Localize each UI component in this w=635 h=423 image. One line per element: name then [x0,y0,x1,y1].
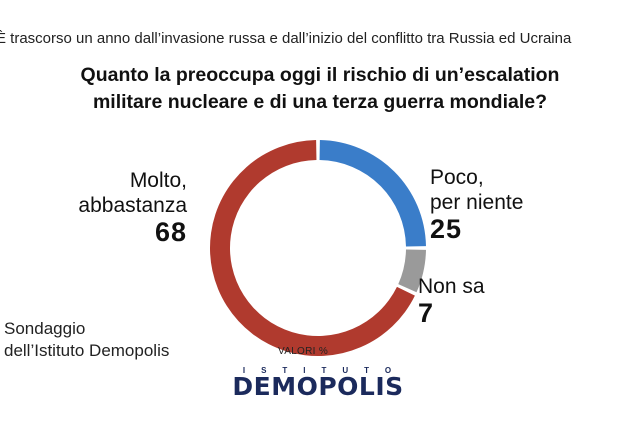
chart-title-line2: militare nucleare e di una terza guerra … [92,91,548,113]
value-non-sa: 7 [418,298,435,328]
value-molto-abbastanza: 68 [154,217,187,247]
label-molto-abbastanza: Molto, abbastanza 68 [78,168,187,246]
label-molto-line2: abbastanza [78,194,187,217]
units-note: VALORI % [278,346,329,357]
value-poco-per-niente: 25 [430,214,463,244]
segment-non-sa [398,249,426,293]
label-molto-line1: Molto, [129,169,187,192]
label-poco-line2: per niente [430,191,524,214]
source-note: Sondaggio dell’Istituto Demopolis [4,318,169,362]
source-line1: Sondaggio [4,319,86,338]
logo-top-text: ISTITUTO [242,366,408,375]
chart-title-line1: Quanto la preoccupa oggi il rischio di u… [80,64,560,86]
label-poco-line1: Poco, [430,166,484,189]
label-non-sa: Non sa 7 [418,274,485,327]
label-poco-per-niente: Poco, per niente 25 [430,165,523,243]
demopolis-logo: ISTITUTO DEMOPOLIS [218,366,418,401]
source-line2: dell’Istituto Demopolis [4,341,170,360]
logo-main-text: DEMOPOLIS [232,372,404,401]
chart-title: Quanto la preoccupa oggi il rischio di u… [40,62,600,116]
survey-context-subtitle: È trascorso un anno dall’invasione russa… [0,30,572,47]
label-non-sa-line1: Non sa [418,275,485,298]
segment-poco-per-niente [319,140,426,247]
